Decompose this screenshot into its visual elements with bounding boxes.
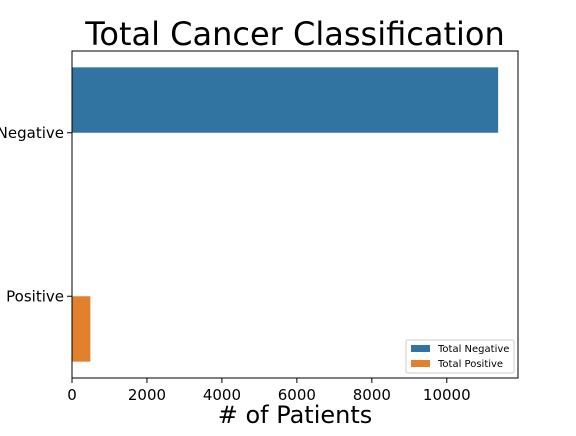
legend-box bbox=[405, 339, 515, 374]
bar-positive-2 bbox=[72, 296, 91, 362]
y-tick-label: Positive bbox=[6, 287, 64, 305]
plot-frame bbox=[71, 50, 519, 379]
y-axis: Negative Positive bbox=[0, 124, 72, 305]
x-tick-label: 10000 bbox=[423, 386, 471, 404]
legend-label: Total Positive bbox=[437, 359, 503, 370]
bars-layer bbox=[72, 67, 499, 362]
x-axis: 0 2000 4000 6000 8000 10000 bbox=[67, 378, 471, 404]
x-tick-label: 6000 bbox=[278, 386, 316, 404]
legend: Total Negative Total Positive bbox=[405, 339, 515, 374]
chart-title: Total Cancer Classification bbox=[84, 15, 504, 53]
x-tick-label: 2000 bbox=[128, 386, 166, 404]
x-tick-label: 4000 bbox=[203, 386, 241, 404]
legend-swatch bbox=[411, 345, 430, 352]
bar-negative-1 bbox=[72, 67, 499, 133]
x-tick-label: 0 bbox=[67, 386, 77, 404]
legend-label: Total Negative bbox=[437, 344, 509, 355]
x-tick-label: 8000 bbox=[353, 386, 391, 404]
legend-swatch bbox=[411, 360, 430, 367]
x-axis-label: # of Patients bbox=[218, 401, 373, 429]
y-tick-label: Negative bbox=[0, 124, 64, 142]
legend-items: Total Negative Total Positive bbox=[411, 344, 509, 370]
